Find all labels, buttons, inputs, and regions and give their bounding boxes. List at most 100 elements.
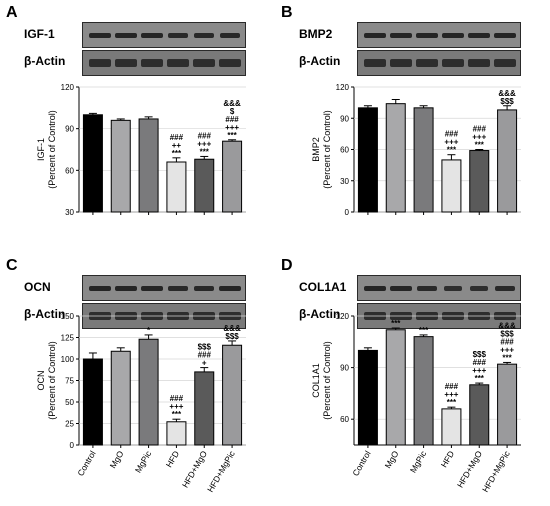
y-axis-sublabel: (Percent of Control) — [322, 110, 332, 189]
bar — [385, 329, 406, 446]
bar — [166, 161, 187, 213]
y-tick-label: 60 — [340, 146, 349, 155]
significance-label: +++ — [169, 402, 183, 411]
significance-label: + — [202, 359, 207, 368]
western-blot-loading — [357, 50, 521, 76]
blot-band — [167, 59, 189, 67]
y-tick-label: 125 — [61, 334, 75, 343]
blot-band — [141, 33, 163, 38]
blot-band — [89, 33, 111, 38]
y-tick-label: 30 — [65, 208, 74, 217]
significance-label: *** — [502, 353, 512, 362]
significance-label: $$$ — [473, 350, 487, 359]
bar — [138, 338, 159, 446]
blot-band — [89, 286, 111, 291]
bar — [166, 421, 187, 446]
blot-band — [442, 59, 464, 67]
bar — [138, 118, 159, 213]
blot-band — [168, 286, 188, 291]
blot-band — [494, 59, 516, 67]
bar — [469, 384, 490, 446]
significance-label: ### — [445, 130, 459, 139]
x-category-label: MgPic — [133, 448, 154, 474]
significance-label: +++ — [500, 345, 514, 354]
y-tick-label: 75 — [65, 377, 74, 386]
significance-label: ### — [198, 351, 212, 360]
western-blot-target — [82, 22, 246, 48]
y-tick-label: 120 — [336, 83, 350, 92]
y-tick-label: 25 — [65, 420, 74, 429]
blot-target-label: COL1A1 — [299, 280, 347, 294]
significance-label: ### — [225, 115, 239, 124]
y-tick-label: 90 — [340, 114, 349, 123]
x-category-label: HFD+MgO — [455, 449, 484, 490]
significance-label: +++ — [444, 138, 458, 147]
significance-label: ### — [170, 133, 184, 142]
blot-band — [141, 286, 163, 291]
blot-band — [364, 286, 386, 291]
significance-label: $$$ — [225, 332, 239, 341]
significance-label: *** — [419, 326, 429, 335]
x-category-label: Control — [75, 449, 97, 478]
significance-label: ### — [473, 125, 487, 134]
panel-letter: A — [6, 4, 18, 21]
blot-band — [193, 59, 215, 67]
bar-chart: 306090120###++***###+++***&&&$###+++***I… — [36, 83, 246, 217]
bar-chart: 6090120Control***MgO***MgPic###+++***HFD… — [311, 312, 521, 494]
significance-label: &&& — [498, 89, 516, 98]
significance-label: ### — [473, 358, 487, 367]
blot-band — [219, 59, 241, 67]
blot-band — [495, 286, 515, 291]
blot-band — [470, 286, 488, 291]
significance-label: ### — [170, 394, 184, 403]
significance-label: *** — [475, 374, 485, 383]
significance-label: *** — [172, 410, 182, 419]
significance-label: &&& — [223, 324, 241, 333]
bar — [82, 114, 103, 213]
x-category-label: Control — [350, 449, 372, 478]
x-category-label: HFD+MgPic — [480, 448, 512, 494]
blot-loading-label: β-Actin — [299, 54, 341, 68]
blot-target-label: IGF-1 — [24, 27, 55, 41]
bar — [441, 159, 462, 213]
y-tick-label: 120 — [336, 312, 350, 321]
y-axis-label: OCN — [36, 371, 46, 391]
y-axis-sublabel: (Percent of Control) — [322, 341, 332, 420]
panel-letter: C — [6, 257, 18, 274]
blot-band — [168, 33, 188, 38]
significance-label: *** — [391, 319, 401, 328]
bar — [413, 107, 434, 213]
y-tick-label: 90 — [340, 364, 349, 373]
significance-label: ### — [198, 131, 212, 140]
blot-band — [193, 286, 215, 291]
significance-label: * — [147, 326, 151, 335]
significance-label: $$$ — [500, 97, 514, 106]
blot-band — [494, 33, 516, 38]
significance-label: $$$ — [500, 329, 514, 338]
significance-label: *** — [172, 149, 182, 158]
western-blot-target — [82, 275, 246, 301]
blot-band — [442, 33, 464, 38]
bar — [357, 107, 378, 213]
blot-band — [364, 59, 386, 67]
bar — [441, 408, 462, 446]
y-tick-label: 30 — [340, 177, 349, 186]
y-tick-label: 50 — [65, 398, 74, 407]
significance-label: +++ — [472, 133, 486, 142]
blot-band — [115, 286, 137, 291]
x-category-label: HFD — [439, 449, 456, 469]
bar — [222, 140, 243, 213]
bar — [497, 363, 518, 446]
blot-band — [390, 286, 412, 291]
significance-label: +++ — [444, 390, 458, 399]
blot-band — [193, 33, 215, 38]
significance-label: $ — [230, 107, 235, 116]
significance-label: ### — [500, 337, 514, 346]
blot-band — [416, 33, 438, 38]
bar — [357, 349, 378, 446]
significance-label: *** — [447, 398, 457, 407]
significance-label: *** — [200, 147, 210, 156]
blot-band — [364, 33, 386, 38]
panel-letter: B — [281, 4, 293, 21]
